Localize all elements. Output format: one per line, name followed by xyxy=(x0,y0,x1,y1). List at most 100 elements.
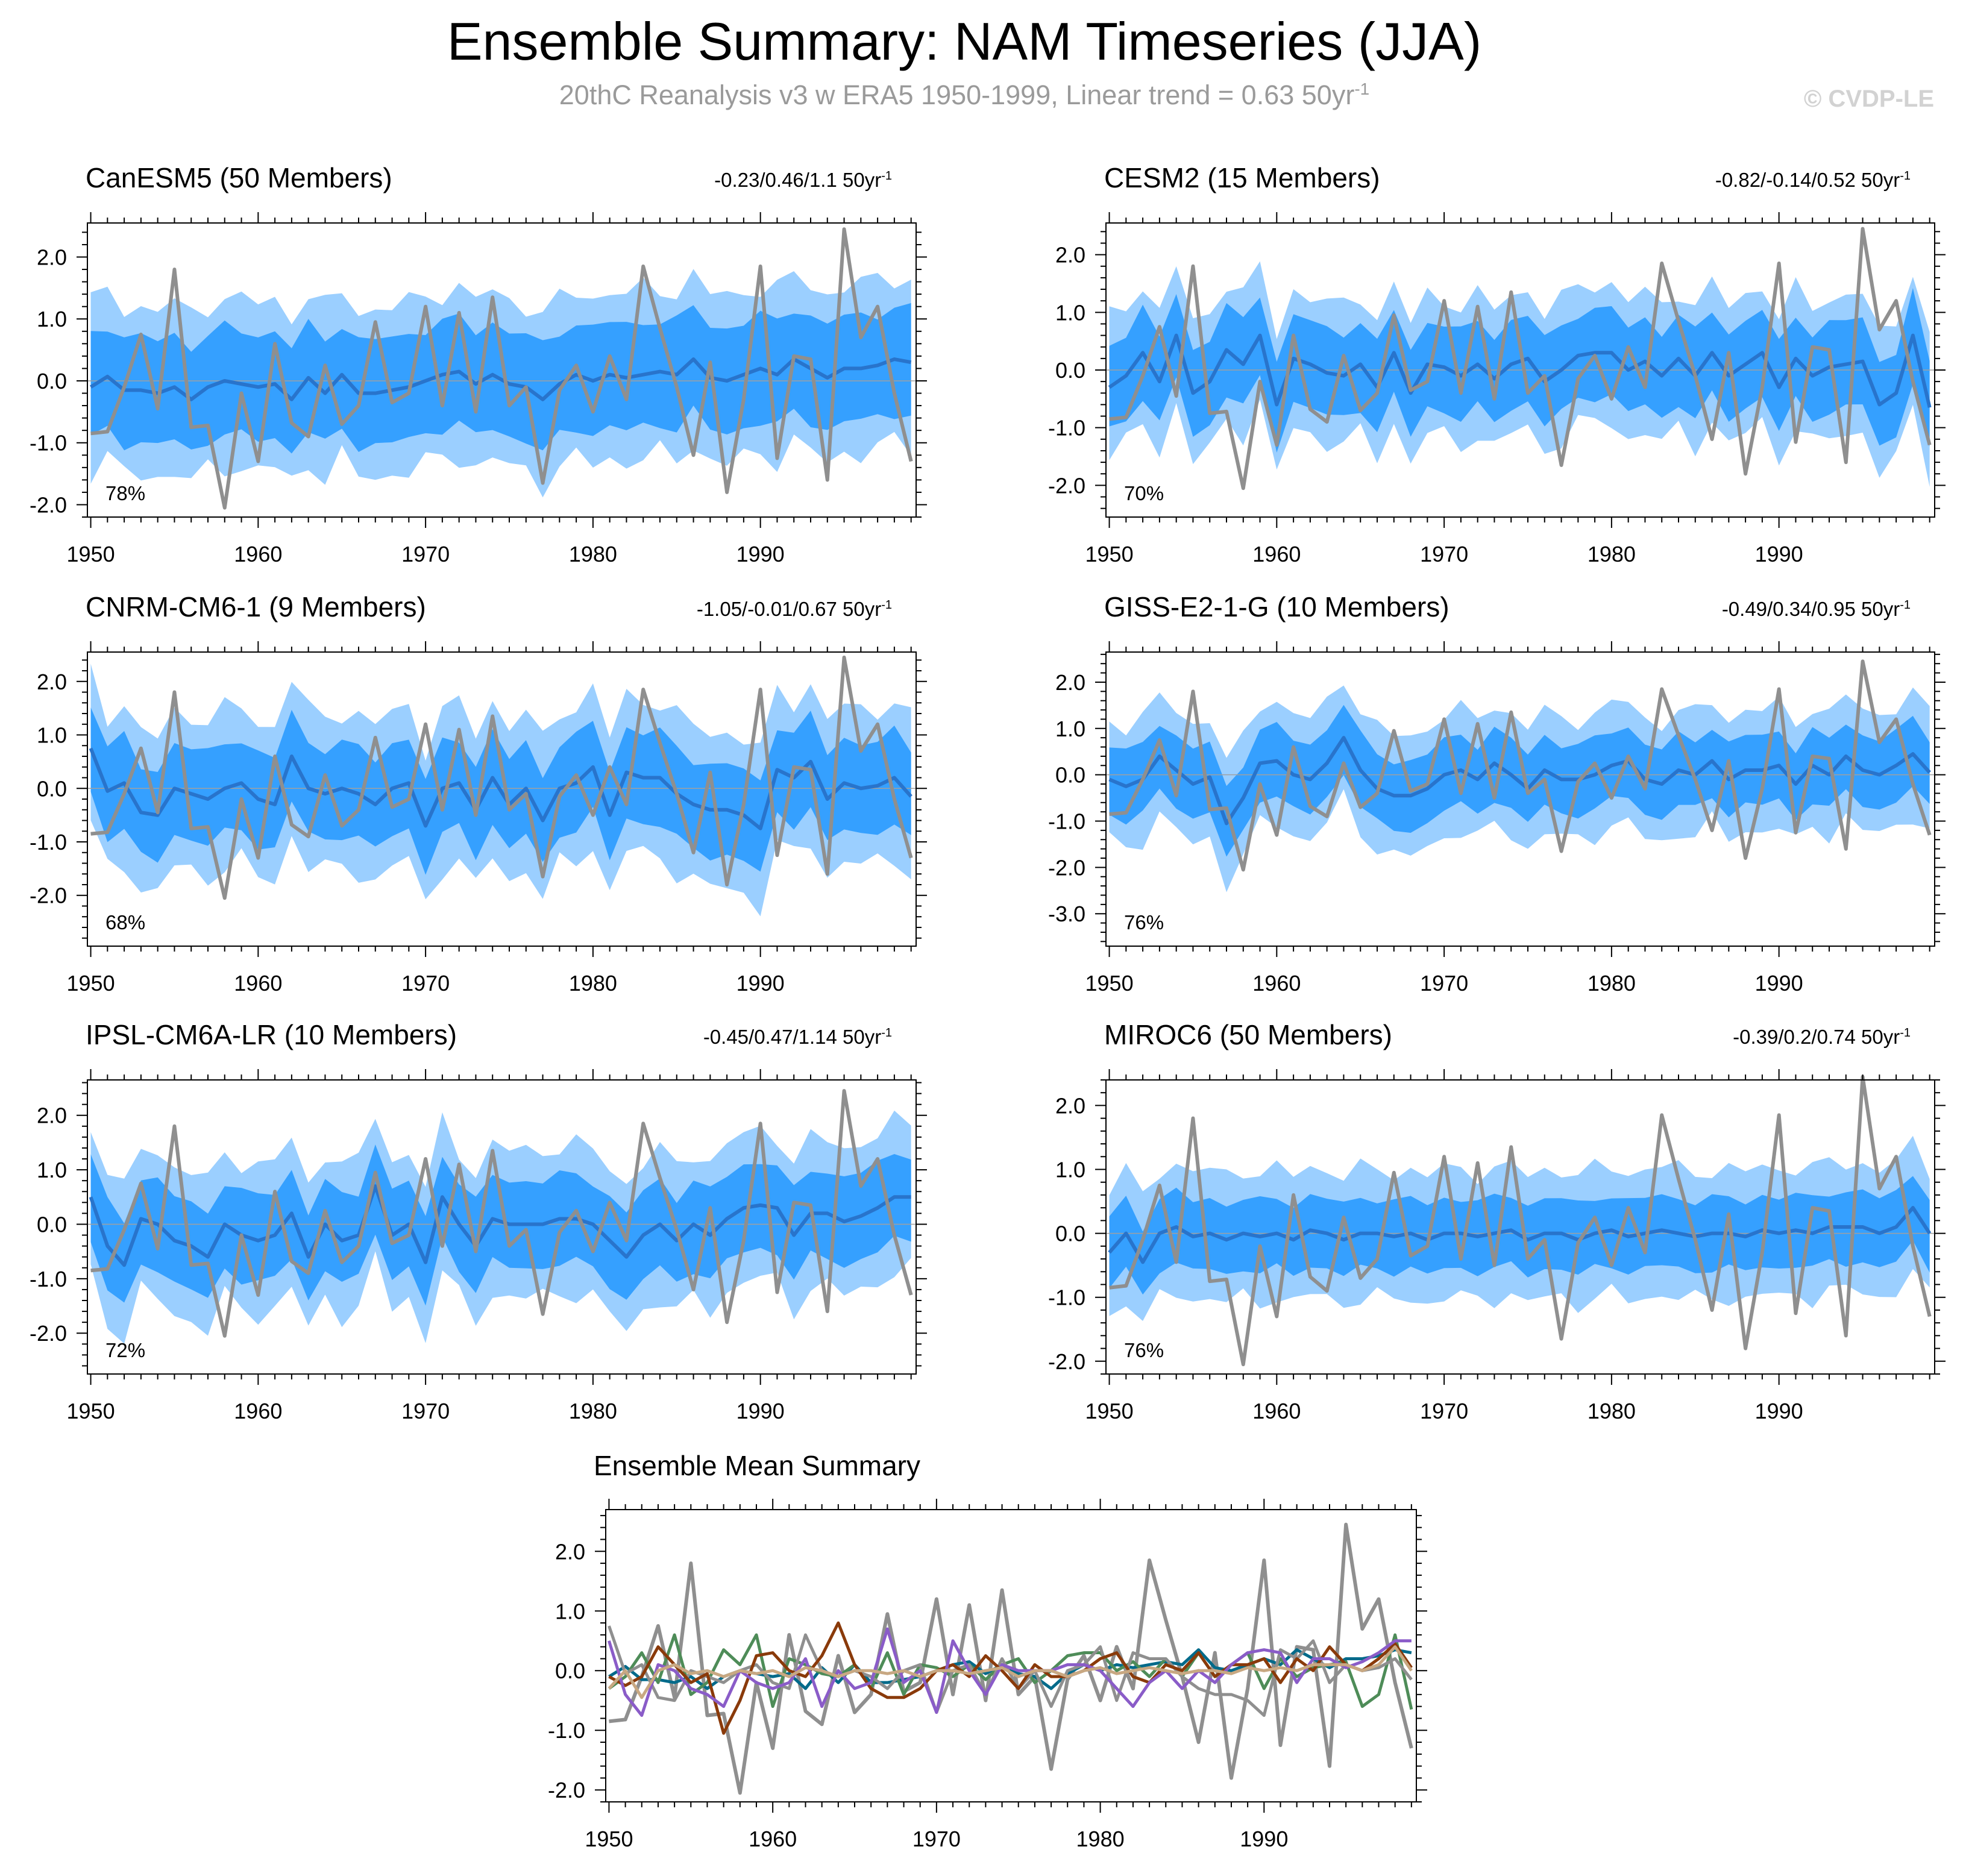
x-tick-label: 1970 xyxy=(401,971,450,996)
x-tick-label: 1980 xyxy=(1588,971,1636,996)
page-subtitle: 20thC Reanalysis v3 w ERA5 1950-1999, Li… xyxy=(0,80,1929,111)
panel-title: CNRM-CM6-1 (9 Members) xyxy=(86,591,426,623)
x-tick-label: 1990 xyxy=(1755,971,1803,996)
observed-line xyxy=(1109,659,1932,872)
x-tick-label: 1950 xyxy=(67,542,115,566)
x-tick-label: 1950 xyxy=(585,1827,633,1851)
trend-values: -0.49/0.34/0.95 xyxy=(1721,598,1856,620)
y-tick-label: 2.0 xyxy=(1055,243,1085,268)
y-tick-label: 2.0 xyxy=(37,1103,67,1128)
x-tick-label: 1970 xyxy=(1420,1399,1468,1423)
plot-miroc6: 76% 1950 1960 1970 1980 1990 -2.0 -1.0 0.0 1.0 2.0 xyxy=(1048,1069,1946,1423)
y-tick-label: -1.0 xyxy=(30,431,67,456)
x-tick-label: 1980 xyxy=(1588,542,1636,566)
y-tick-label: 1.0 xyxy=(37,723,67,748)
trend-exponent: -1 xyxy=(881,598,892,612)
y-tick-label: -2.0 xyxy=(30,1321,67,1346)
x-tick-label: 1970 xyxy=(1420,971,1468,996)
ensemble-mean-line xyxy=(89,357,912,401)
y-tick-label: -1.0 xyxy=(1048,809,1085,834)
y-tick-label: -2.0 xyxy=(30,492,67,517)
trend-exponent: -1 xyxy=(1900,1026,1911,1040)
trend-exponent: -1 xyxy=(881,1026,892,1040)
model-name: MIROC6 xyxy=(1104,1019,1212,1050)
observed-line xyxy=(90,1089,913,1338)
y-tick-label: -2.0 xyxy=(548,1778,585,1802)
y-tick-label: 2.0 xyxy=(37,670,67,694)
trend-values: -0.45/0.47/1.14 xyxy=(703,1026,837,1048)
panel-title: CanESM5 (50 Members) xyxy=(86,162,392,194)
members-count: (10 Members) xyxy=(1277,591,1449,623)
y-tick-label: 1.0 xyxy=(37,1158,67,1182)
y-tick-label: 1.0 xyxy=(1055,717,1085,741)
model-name: IPSL-CM6A-LR xyxy=(86,1019,277,1050)
y-tick-label: 2.0 xyxy=(1055,1093,1085,1118)
x-tick-label: 1970 xyxy=(401,1399,450,1423)
y-tick-label: 0.0 xyxy=(37,776,67,801)
percent-label: 76% xyxy=(1124,1339,1164,1361)
y-tick-label: 0.0 xyxy=(1055,1222,1085,1246)
panel-miroc6: MIROC6 (50 Members) -0.39/0.2/0.74 50yr-… xyxy=(1019,1018,1959,1428)
members-count: (50 Members) xyxy=(219,162,392,193)
trend-values: -0.23/0.46/1.1 xyxy=(714,169,837,191)
model-name: CNRM-CM6-1 xyxy=(86,591,262,623)
y-tick-label: 0.0 xyxy=(555,1658,585,1683)
model-name: CanESM5 xyxy=(86,162,212,193)
panel-giss-e2-1-g: GISS-E2-1-G (10 Members) -0.49/0.34/0.95… xyxy=(1019,591,1959,1000)
x-tick-label: 1980 xyxy=(569,542,617,566)
y-tick-label: -1.0 xyxy=(1048,416,1085,441)
members-count: (15 Members) xyxy=(1207,162,1380,193)
trend-unit: 50yr xyxy=(843,169,882,191)
percent-label: 76% xyxy=(1124,911,1164,933)
plot-ipsl-cm6a-lr: 72% 1950 1960 1970 1980 1990 -2.0 -1.0 0.0 1.0 2.0 xyxy=(30,1069,927,1423)
members-count: (10 Members) xyxy=(284,1019,457,1050)
observed-line xyxy=(1109,1074,1932,1367)
trend-unit: 50yr xyxy=(1861,1026,1900,1048)
y-tick-label: -2.0 xyxy=(1048,1349,1085,1374)
x-tick-label: 1970 xyxy=(1420,542,1468,566)
y-tick-label: 0.0 xyxy=(37,1212,67,1237)
x-tick-label: 1960 xyxy=(749,1827,797,1851)
x-tick-label: 1980 xyxy=(1076,1827,1125,1851)
y-tick-label: 0.0 xyxy=(37,369,67,394)
x-tick-label: 1990 xyxy=(1240,1827,1288,1851)
trend-label: -0.45/0.47/1.14 50yr-1 xyxy=(703,1026,892,1049)
plot-frame xyxy=(605,1509,1417,1802)
ensemble-mean-line xyxy=(89,747,912,830)
x-tick-label: 1990 xyxy=(737,1399,785,1423)
trend-unit: 50yr xyxy=(843,598,882,620)
y-tick-label: -2.0 xyxy=(30,883,67,908)
members-count: (9 Members) xyxy=(269,591,426,623)
panel-cesm2: CESM2 (15 Members) -0.82/-0.14/0.52 50yr… xyxy=(1019,162,1959,571)
plot-ensemble-mean-summary: 1950 1960 1970 1980 1990 -2.0 -1.0 0.0 1.0 2.0 xyxy=(548,1499,1427,1851)
trend-exponent: -1 xyxy=(881,169,892,183)
panel-cnrm-cm6-1: CNRM-CM6-1 (9 Members) -1.05/-0.01/0.67 … xyxy=(0,591,940,1000)
x-tick-label: 1990 xyxy=(737,542,785,566)
ensemble-mean-line-miroc6 xyxy=(608,1645,1413,1699)
x-tick-label: 1980 xyxy=(569,1399,617,1423)
x-tick-label: 1980 xyxy=(569,971,617,996)
plot-canesm5: 78% 1950 1960 1970 1980 1990 -2.0 -1.0 0.0 1.0 2.0 xyxy=(30,212,927,566)
x-tick-label: 1960 xyxy=(1252,542,1301,566)
plot-frame xyxy=(87,222,917,518)
trend-label: -0.23/0.46/1.1 50yr-1 xyxy=(714,169,892,192)
y-tick-label: 2.0 xyxy=(1055,670,1085,695)
panel-title: CESM2 (15 Members) xyxy=(1104,162,1380,194)
subtitle-exponent: -1 xyxy=(1354,80,1370,98)
y-tick-label: 2.0 xyxy=(555,1539,585,1564)
x-tick-label: 1970 xyxy=(401,542,450,566)
y-tick-label: -1.0 xyxy=(548,1718,585,1743)
percent-label: 68% xyxy=(105,911,145,933)
y-tick-label: -3.0 xyxy=(1048,902,1085,926)
trend-label: -0.82/-0.14/0.52 50yr-1 xyxy=(1715,169,1911,192)
y-tick-label: -2.0 xyxy=(1048,473,1085,498)
page-title: Ensemble Summary: NAM Timeseries (JJA) xyxy=(447,11,1482,71)
observed-line xyxy=(609,1522,1413,1795)
panel-ensemble-mean-summary: Ensemble Mean Summary 1950 1960 1970 1980 19… xyxy=(506,1449,1446,1871)
model-name: CESM2 xyxy=(1104,162,1200,193)
x-tick-label: 1990 xyxy=(1755,1399,1803,1423)
trend-label: -1.05/-0.01/0.67 50yr-1 xyxy=(697,598,892,621)
trend-label: -0.39/0.2/0.74 50yr-1 xyxy=(1733,1026,1911,1049)
x-tick-label: 1960 xyxy=(234,1399,282,1423)
y-tick-label: 2.0 xyxy=(37,245,67,270)
